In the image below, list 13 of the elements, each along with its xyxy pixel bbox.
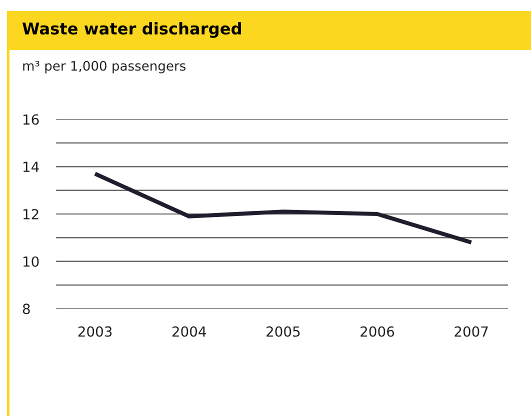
y-tick-label: 16 — [24, 114, 39, 125]
x-tick-label: 2007 — [454, 326, 488, 337]
x-tick-label: 2005 — [266, 326, 300, 337]
line-series — [93, 172, 474, 244]
chart-subtitle: m³ per 1,000 passengers — [23, 60, 186, 74]
y-tick-label: 12 — [24, 208, 38, 220]
y-tick-label: 10 — [24, 256, 39, 267]
y-tick-label: 8 — [22, 304, 30, 314]
y-tick-label: 14 — [24, 162, 39, 172]
x-tick-label: 2003 — [78, 326, 112, 337]
chart-title: Waste water discharged — [22, 22, 241, 38]
x-tick-label: 2004 — [172, 326, 206, 337]
x-tick-label: 2006 — [360, 326, 394, 337]
